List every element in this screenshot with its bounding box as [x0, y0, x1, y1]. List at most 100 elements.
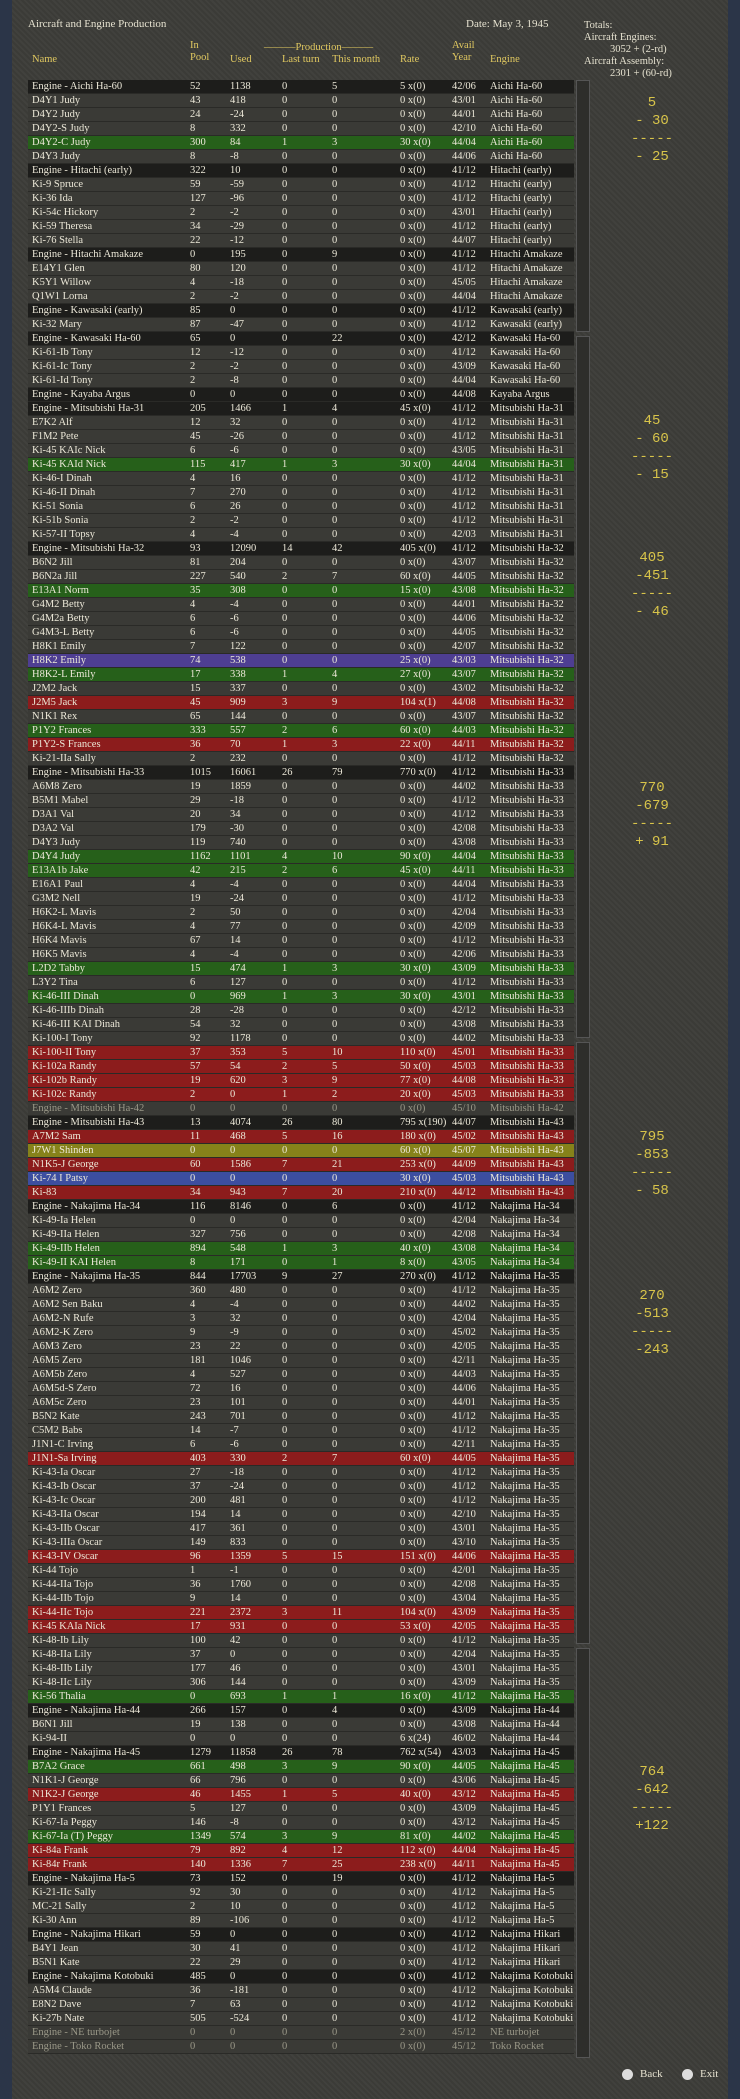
table-row[interactable]: Ki-45 KAId Nick 115 417 1 3 30 x(0) 44/04 Mitsu…: [28, 458, 574, 472]
table-row[interactable]: Engine - Kayaba Argus 0 0 0 0 0 x(0) 44/08 Kaya…: [28, 388, 574, 402]
table-row[interactable]: Ki-43-IIa Oscar 194 14 0 0 0 x(0) 42/10 Nakajim…: [28, 1508, 574, 1522]
table-row[interactable]: D4Y2-S Judy 8 332 0 0 0 x(0) 42/10 Aichi Ha-60: [28, 122, 574, 136]
table-row[interactable]: Engine - NE turbojet 0 0 0 0 2 x(0) 45/12 NE tu…: [28, 2026, 574, 2040]
table-row[interactable]: A6M2-K Zero 9 -9 0 0 0 x(0) 45/02 Nakajima Ha-3…: [28, 1326, 574, 1340]
table-row[interactable]: Engine - Mitsubishi Ha-33 1015 16061 26 79 77…: [28, 766, 574, 780]
table-row[interactable]: A6M8 Zero 19 1859 0 0 0 x(0) 44/02 Mitsubishi H…: [28, 780, 574, 794]
table-row[interactable]: Ki-44-IIa Tojo 36 1760 0 0 0 x(0) 42/08 Nakajim…: [28, 1578, 574, 1592]
table-row[interactable]: Ki-43-Ic Oscar 200 481 0 0 0 x(0) 41/12 Nakajim…: [28, 1494, 574, 1508]
table-row[interactable]: Ki-48-IIa Lily 37 0 0 0 0 x(0) 42/04 Nakajima H…: [28, 1648, 574, 1662]
table-row[interactable]: G4M2 Betty 4 -4 0 0 0 x(0) 44/01 Mitsubishi Ha-…: [28, 598, 574, 612]
table-row[interactable]: D4Y1 Judy 43 418 0 0 0 x(0) 43/01 Aichi Ha-60: [28, 94, 574, 108]
table-row[interactable]: K5Y1 Willow 4 -18 0 0 0 x(0) 45/05 Hitachi Amak…: [28, 276, 574, 290]
table-row[interactable]: Ki-84a Frank 79 892 4 12 112 x(0) 44/04 Nakajim…: [28, 1844, 574, 1858]
table-row[interactable]: B6N1 Jill 19 138 0 0 0 x(0) 43/08 Nakajima Ha-4…: [28, 1718, 574, 1732]
table-row[interactable]: Ki-49-IIb Helen 894 548 1 3 40 x(0) 43/08 Nakaj…: [28, 1242, 574, 1256]
table-row[interactable]: A6M2 Zero 360 480 0 0 0 x(0) 41/12 Nakajima Ha-…: [28, 1284, 574, 1298]
table-row[interactable]: E16A1 Paul 4 -4 0 0 0 x(0) 44/04 Mitsubishi Ha-…: [28, 878, 574, 892]
table-row[interactable]: Ki-48-Ib Lily 100 42 0 0 0 x(0) 41/12 Nakajima …: [28, 1634, 574, 1648]
table-row[interactable]: Ki-59 Theresa 34 -29 0 0 0 x(0) 41/12 Hitachi (…: [28, 220, 574, 234]
table-row[interactable]: Ki-32 Mary 87 -47 0 0 0 x(0) 41/12 Kawasaki (ea…: [28, 318, 574, 332]
table-row[interactable]: Ki-49-II KAI Helen 8 171 0 1 8 x(0) 43/05 Nakaj…: [28, 1256, 574, 1270]
table-row[interactable]: J2M5 Jack 45 909 3 9 104 x(1) 44/08 Mitsubishi …: [28, 696, 574, 710]
table-row[interactable]: Ki-94-II 0 0 0 0 6 x(24) 46/02 Nakajima Ha-44: [28, 1732, 574, 1746]
table-row[interactable]: G3M2 Nell 19 -24 0 0 0 x(0) 41/12 Mitsubishi Ha…: [28, 892, 574, 906]
table-row[interactable]: D4Y4 Judy 1162 1101 4 10 90 x(0) 44/04 Mitsubis…: [28, 850, 574, 864]
table-row[interactable]: Engine - Nakajima Ha-34 116 8146 0 6 0 x(0) 41…: [28, 1200, 574, 1214]
table-row[interactable]: Ki-46-II Dinah 7 270 0 0 0 x(0) 41/12 Mitsubish…: [28, 486, 574, 500]
table-row[interactable]: D4Y2-C Judy 300 84 1 3 30 x(0) 44/04 Aichi Ha-6…: [28, 136, 574, 150]
scrollbar[interactable]: [576, 1648, 590, 2058]
table-row[interactable]: H6K4-L Mavis 4 77 0 0 0 x(0) 42/09 Mitsubishi H…: [28, 920, 574, 934]
table-row[interactable]: D4Y3 Judy 8 -8 0 0 0 x(0) 44/06 Aichi Ha-60: [28, 150, 574, 164]
scrollbar[interactable]: [576, 1042, 590, 1644]
table-row[interactable]: Ki-84r Frank 140 1336 7 25 238 x(0) 44/11 Nakaj…: [28, 1858, 574, 1872]
table-row[interactable]: J2M2 Jack 15 337 0 0 0 x(0) 43/02 Mitsubishi Ha…: [28, 682, 574, 696]
table-row[interactable]: Engine - Hitachi Amakaze 0 195 0 9 0 x(0) 41/1…: [28, 248, 574, 262]
table-row[interactable]: Ki-45 KAIa Nick 17 931 0 0 53 x(0) 42/05 Nakaji…: [28, 1620, 574, 1634]
table-row[interactable]: A6M5c Zero 23 101 0 0 0 x(0) 44/01 Nakajima Ha-…: [28, 1396, 574, 1410]
table-row[interactable]: H6K5 Mavis 4 -4 0 0 0 x(0) 42/06 Mitsubishi Ha-…: [28, 948, 574, 962]
table-row[interactable]: Ki-56 Thalia 0 693 1 1 16 x(0) 41/12 Nakajima H…: [28, 1690, 574, 1704]
table-row[interactable]: Q1W1 Lorna 2 -2 0 0 0 x(0) 44/04 Hitachi Amakaz…: [28, 290, 574, 304]
table-row[interactable]: Ki-43-IIIa Oscar 149 833 0 0 0 x(0) 43/10 Nakaj…: [28, 1536, 574, 1550]
table-row[interactable]: G4M3-L Betty 6 -6 0 0 0 x(0) 44/05 Mitsubishi H…: [28, 626, 574, 640]
table-row[interactable]: Engine - Mitsubishi Ha-42 0 0 0 0 0 x(0) 45/10…: [28, 1102, 574, 1116]
table-row[interactable]: Ki-43-IV Oscar 96 1359 5 15 151 x(0) 44/06 Naka…: [28, 1550, 574, 1564]
table-row[interactable]: Engine - Nakajima Hikari 59 0 0 0 0 x(0) 41/12…: [28, 1928, 574, 1942]
table-row[interactable]: Ki-43-IIb Oscar 417 361 0 0 0 x(0) 43/01 Nakaji…: [28, 1522, 574, 1536]
table-row[interactable]: Ki-76 Stella 22 -12 0 0 0 x(0) 44/07 Hitachi (e…: [28, 234, 574, 248]
table-row[interactable]: Ki-51 Sonia 6 26 0 0 0 x(0) 41/12 Mitsubishi Ha…: [28, 500, 574, 514]
table-row[interactable]: E13A1b Jake 42 215 2 6 45 x(0) 44/11 Mitsubishi…: [28, 864, 574, 878]
table-row[interactable]: G4M2a Betty 6 -6 0 0 0 x(0) 44/06 Mitsubishi Ha…: [28, 612, 574, 626]
table-row[interactable]: Engine - Mitsubishi Ha-32 93 12090 14 42 405 …: [28, 542, 574, 556]
table-row[interactable]: Ki-46-III KAI Dinah 54 32 0 0 0 x(0) 43/08 Mits…: [28, 1018, 574, 1032]
table-row[interactable]: A6M2 Sen Baku 4 -4 0 0 0 x(0) 44/02 Nakajima Ha…: [28, 1298, 574, 1312]
table-row[interactable]: B5M1 Mabel 29 -18 0 0 0 x(0) 41/12 Mitsubishi H…: [28, 794, 574, 808]
table-row[interactable]: Ki-102a Randy 57 54 2 5 50 x(0) 45/03 Mitsubish…: [28, 1060, 574, 1074]
table-row[interactable]: Ki-102b Randy 19 620 3 9 77 x(0) 44/08 Mitsubis…: [28, 1074, 574, 1088]
table-row[interactable]: Ki-100-II Tony 37 353 5 10 110 x(0) 45/01 Mitsu…: [28, 1046, 574, 1060]
table-row[interactable]: Engine - Nakajima Ha-45 1279 11858 26 78 762 …: [28, 1746, 574, 1760]
table-row[interactable]: Ki-44 Tojo 1 -1 0 0 0 x(0) 42/01 Nakajima Ha-35: [28, 1564, 574, 1578]
table-row[interactable]: Engine - Aichi Ha-60 52 1138 0 5 5 x(0) 42/06 A…: [28, 80, 574, 94]
table-row[interactable]: A5M4 Claude 36 -181 0 0 0 x(0) 41/12 Nakajima K…: [28, 1984, 574, 1998]
table-row[interactable]: Ki-43-Ib Oscar 37 -24 0 0 0 x(0) 41/12 Nakajima…: [28, 1480, 574, 1494]
table-row[interactable]: Ki-61-Id Tony 2 -8 0 0 0 x(0) 44/04 Kawasaki Ha…: [28, 374, 574, 388]
scrollbar[interactable]: [576, 80, 590, 332]
table-row[interactable]: A6M5 Zero 181 1046 0 0 0 x(0) 42/11 Nakajima Ha…: [28, 1354, 574, 1368]
table-row[interactable]: Ki-44-IIb Tojo 9 14 0 0 0 x(0) 43/04 Nakajima H…: [28, 1592, 574, 1606]
table-row[interactable]: B4Y1 Jean 30 41 0 0 0 x(0) 41/12 Nakajima Hikar…: [28, 1942, 574, 1956]
table-row[interactable]: F1M2 Pete 45 -26 0 0 0 x(0) 41/12 Mitsubishi Ha…: [28, 430, 574, 444]
table-row[interactable]: Ki-54c Hickory 2 -2 0 0 0 x(0) 43/01 Hitachi (e…: [28, 206, 574, 220]
table-row[interactable]: Engine - Nakajima Kotobuki 485 0 0 0 0 x(0) 41…: [28, 1970, 574, 1984]
table-row[interactable]: P1Y2 Frances 333 557 2 6 60 x(0) 44/03 Mitsubis…: [28, 724, 574, 738]
table-row[interactable]: Engine - Nakajima Ha-44 266 157 0 4 0 x(0) 43/…: [28, 1704, 574, 1718]
table-row[interactable]: Engine - Mitsubishi Ha-31 205 1466 1 4 45 x(0…: [28, 402, 574, 416]
table-row[interactable]: A6M2-N Rufe 3 32 0 0 0 x(0) 42/04 Nakajima Ha-3…: [28, 1312, 574, 1326]
table-row[interactable]: B7A2 Grace 661 498 3 9 90 x(0) 44/05 Nakajima H…: [28, 1760, 574, 1774]
table-row[interactable]: J7W1 Shinden 0 0 0 0 60 x(0) 45/07 Mitsubishi H…: [28, 1144, 574, 1158]
table-row[interactable]: Ki-48-IIc Lily 306 144 0 0 0 x(0) 43/09 Nakajim…: [28, 1676, 574, 1690]
table-row[interactable]: N1K2-J George 46 1455 1 5 40 x(0) 43/12 Nakajim…: [28, 1788, 574, 1802]
table-row[interactable]: B6N2 Jill 81 204 0 0 0 x(0) 43/07 Mitsubishi Ha…: [28, 556, 574, 570]
table-row[interactable]: Ki-51b Sonia 2 -2 0 0 0 x(0) 41/12 Mitsubishi H…: [28, 514, 574, 528]
table-row[interactable]: Ki-83 34 943 7 20 210 x(0) 44/12 Mitsubishi Ha-…: [28, 1186, 574, 1200]
table-row[interactable]: N1K1-J George 66 796 0 0 0 x(0) 43/06 Nakajima …: [28, 1774, 574, 1788]
table-row[interactable]: Ki-67-Ia Peggy 146 -8 0 0 0 x(0) 43/12 Nakajima…: [28, 1816, 574, 1830]
table-row[interactable]: B5N1 Kate 22 29 0 0 0 x(0) 41/12 Nakajima Hikar…: [28, 1956, 574, 1970]
table-row[interactable]: Ki-49-IIa Helen 327 756 0 0 0 x(0) 42/08 Nakaji…: [28, 1228, 574, 1242]
table-row[interactable]: A6M3 Zero 23 22 0 0 0 x(0) 42/05 Nakajima Ha-35: [28, 1340, 574, 1354]
table-row[interactable]: D3A2 Val 179 -30 0 0 0 x(0) 42/08 Mitsubishi Ha…: [28, 822, 574, 836]
table-row[interactable]: Ki-46-III Dinah 0 969 1 3 30 x(0) 43/01 Mitsubi…: [28, 990, 574, 1004]
table-row[interactable]: E8N2 Dave 7 63 0 0 0 x(0) 41/12 Nakajima Kotobu…: [28, 1998, 574, 2012]
table-row[interactable]: A6M5d-S Zero 72 16 0 0 0 x(0) 44/06 Nakajima Ha…: [28, 1382, 574, 1396]
scrollbar[interactable]: [576, 336, 590, 1038]
table-row[interactable]: Engine - Kawasaki Ha-60 65 0 0 22 0 x(0) 42/12…: [28, 332, 574, 346]
table-row[interactable]: A6M5b Zero 4 527 0 0 0 x(0) 44/03 Nakajima Ha-3…: [28, 1368, 574, 1382]
table-row[interactable]: J1N1-Sa Irving 403 330 2 7 60 x(0) 44/05 Nakaji…: [28, 1452, 574, 1466]
table-row[interactable]: B5N2 Kate 243 701 0 0 0 x(0) 41/12 Nakajima Ha-…: [28, 1410, 574, 1424]
table-row[interactable]: H8K2-L Emily 17 338 1 4 27 x(0) 43/07 Mitsubish…: [28, 668, 574, 682]
table-row[interactable]: Ki-46-I Dinah 4 16 0 0 0 x(0) 41/12 Mitsubishi …: [28, 472, 574, 486]
button[interactable]: Back: [622, 2068, 663, 2080]
